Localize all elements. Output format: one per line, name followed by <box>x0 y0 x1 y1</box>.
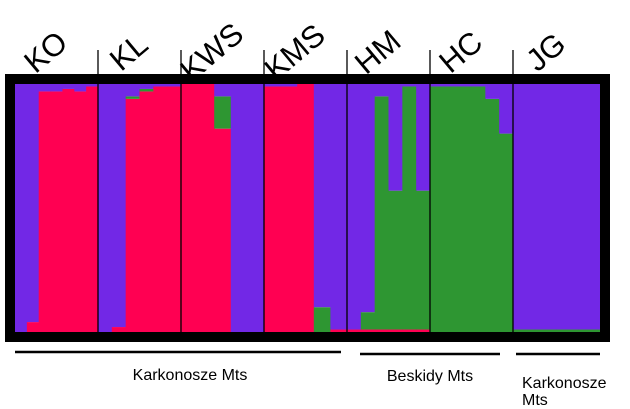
bar-segment-kl-3-red <box>139 91 154 332</box>
bar-segment-kl-1-red <box>111 327 127 332</box>
plot-frame <box>5 74 610 342</box>
bar-segment-kws-2-green <box>214 96 232 129</box>
bar-segment-kms-4-purple <box>330 84 348 330</box>
bar-segment-kms-2-red <box>297 84 315 332</box>
bars-group <box>15 84 601 333</box>
bar-segment-hc-4-purple <box>485 84 500 99</box>
bar-segment-kms-1-purple <box>280 84 298 87</box>
bar-segment-kms-3-purple <box>313 84 331 308</box>
bar-segment-kws-1-red <box>197 84 215 332</box>
bar-segment-kl-4-purple <box>153 84 168 87</box>
bar-segment-hm-1-green <box>360 312 376 330</box>
region-label-1: Beskidy Mts <box>387 368 473 385</box>
bar-segment-kws-2-red <box>214 128 232 332</box>
bar-segment-kws-4-purple <box>247 84 265 332</box>
bar-segment-hm-5-green <box>416 190 431 330</box>
bar-segment-hm-4-green <box>402 86 417 330</box>
bar-segment-kms-1-red <box>280 86 298 332</box>
bar-segment-kws-0-red <box>181 84 199 332</box>
bar-segment-ko-4-purple <box>62 84 75 89</box>
bar-segment-hm-0-red <box>347 329 362 332</box>
population-label-hm: HM <box>348 23 407 81</box>
population-label-hc: HC <box>432 24 489 80</box>
bar-segment-hm-5-red <box>416 329 431 332</box>
bar-segment-kms-3-green <box>313 307 331 332</box>
bar-segment-ko-0-purple <box>15 84 28 332</box>
bar-segment-kl-2-green <box>125 96 141 99</box>
bar-segment-kl-3-purple <box>139 84 154 89</box>
population-dividers <box>97 50 514 332</box>
bar-segment-hc-0-green <box>430 86 445 332</box>
bar-segment-hm-3-green <box>388 190 403 330</box>
bar-segment-jg-3-purple <box>578 84 601 330</box>
bar-segment-kms-0-red <box>264 86 282 332</box>
bar-segment-kws-2-purple <box>214 84 232 97</box>
region-annotations: Karkonosze Mts Beskidy Mts Karkonosze Mts <box>15 350 607 409</box>
bar-segment-jg-1-purple <box>534 84 558 330</box>
bar-segment-kl-2-red <box>125 98 141 332</box>
bar-segment-hc-1-purple <box>443 84 459 87</box>
bar-segment-ko-2-red <box>38 91 52 332</box>
population-label-jg: JG <box>519 26 572 78</box>
bar-segment-hc-5-green <box>499 133 514 332</box>
bar-segment-ko-3-red <box>50 91 64 332</box>
bar-segment-ko-1-purple <box>26 84 40 323</box>
bar-segment-hc-0-purple <box>430 84 445 87</box>
bar-segment-hm-2-green <box>374 96 390 330</box>
bar-segment-jg-3-green <box>578 329 601 332</box>
bar-segment-hc-4-green <box>485 98 500 332</box>
bar-segment-hm-3-red <box>388 329 403 332</box>
bar-segment-jg-2-purple <box>556 84 579 330</box>
bar-segment-hc-3-purple <box>471 84 486 87</box>
bar-segment-hc-5-purple <box>499 84 514 134</box>
bar-segment-jg-0-purple <box>513 84 536 330</box>
region-label-0: Karkonosze Mts <box>133 367 248 384</box>
bar-segment-kms-4-red <box>330 329 348 332</box>
bar-segment-hc-1-green <box>443 86 459 332</box>
population-label-ko: KO <box>17 24 74 80</box>
bar-segment-ko-2-purple <box>38 84 52 92</box>
bar-segment-kl-5-purple <box>167 84 182 87</box>
bar-segment-hc-2-purple <box>457 84 473 87</box>
bar-segment-hm-4-purple <box>402 84 417 87</box>
bar-segment-hc-2-green <box>457 86 473 332</box>
bar-segment-kl-0-purple <box>98 84 113 332</box>
bar-segment-hm-2-purple <box>374 84 390 97</box>
bar-segment-kl-4-red <box>153 86 168 332</box>
bar-segment-ko-5-purple <box>74 84 87 92</box>
bar-segment-ko-1-red <box>26 322 40 332</box>
bar-segment-hm-5-purple <box>416 84 431 191</box>
bar-segment-hm-0-purple <box>347 84 362 330</box>
bar-segment-jg-1-green <box>534 329 558 332</box>
bar-segment-kws-3-purple <box>230 84 248 332</box>
bar-segment-hm-1-purple <box>360 84 376 313</box>
bar-segment-hm-1-red <box>360 329 376 332</box>
bar-segment-jg-2-green <box>556 329 579 332</box>
bar-segment-ko-3-purple <box>50 84 64 92</box>
bar-segment-hc-3-green <box>471 86 486 332</box>
bar-segment-hm-4-red <box>402 329 417 332</box>
bar-segment-jg-0-green <box>513 329 536 332</box>
bar-segment-ko-5-red <box>74 91 87 332</box>
bar-segment-hm-3-purple <box>388 84 403 191</box>
bar-segment-hm-2-red <box>374 329 390 332</box>
bar-segment-kl-1-purple <box>111 84 127 328</box>
bar-segment-kl-3-green <box>139 88 154 92</box>
population-label-kl: KL <box>103 26 155 77</box>
bar-segment-kl-5-red <box>167 86 182 332</box>
bar-segment-ko-4-red <box>62 88 75 333</box>
bar-segment-kms-0-purple <box>264 84 282 87</box>
bar-segment-ko-6-red <box>86 86 99 332</box>
region-label-2: Karkonosze Mts <box>522 375 607 409</box>
bar-segment-kl-2-purple <box>125 84 141 97</box>
bar-segment-ko-6-purple <box>86 84 99 87</box>
